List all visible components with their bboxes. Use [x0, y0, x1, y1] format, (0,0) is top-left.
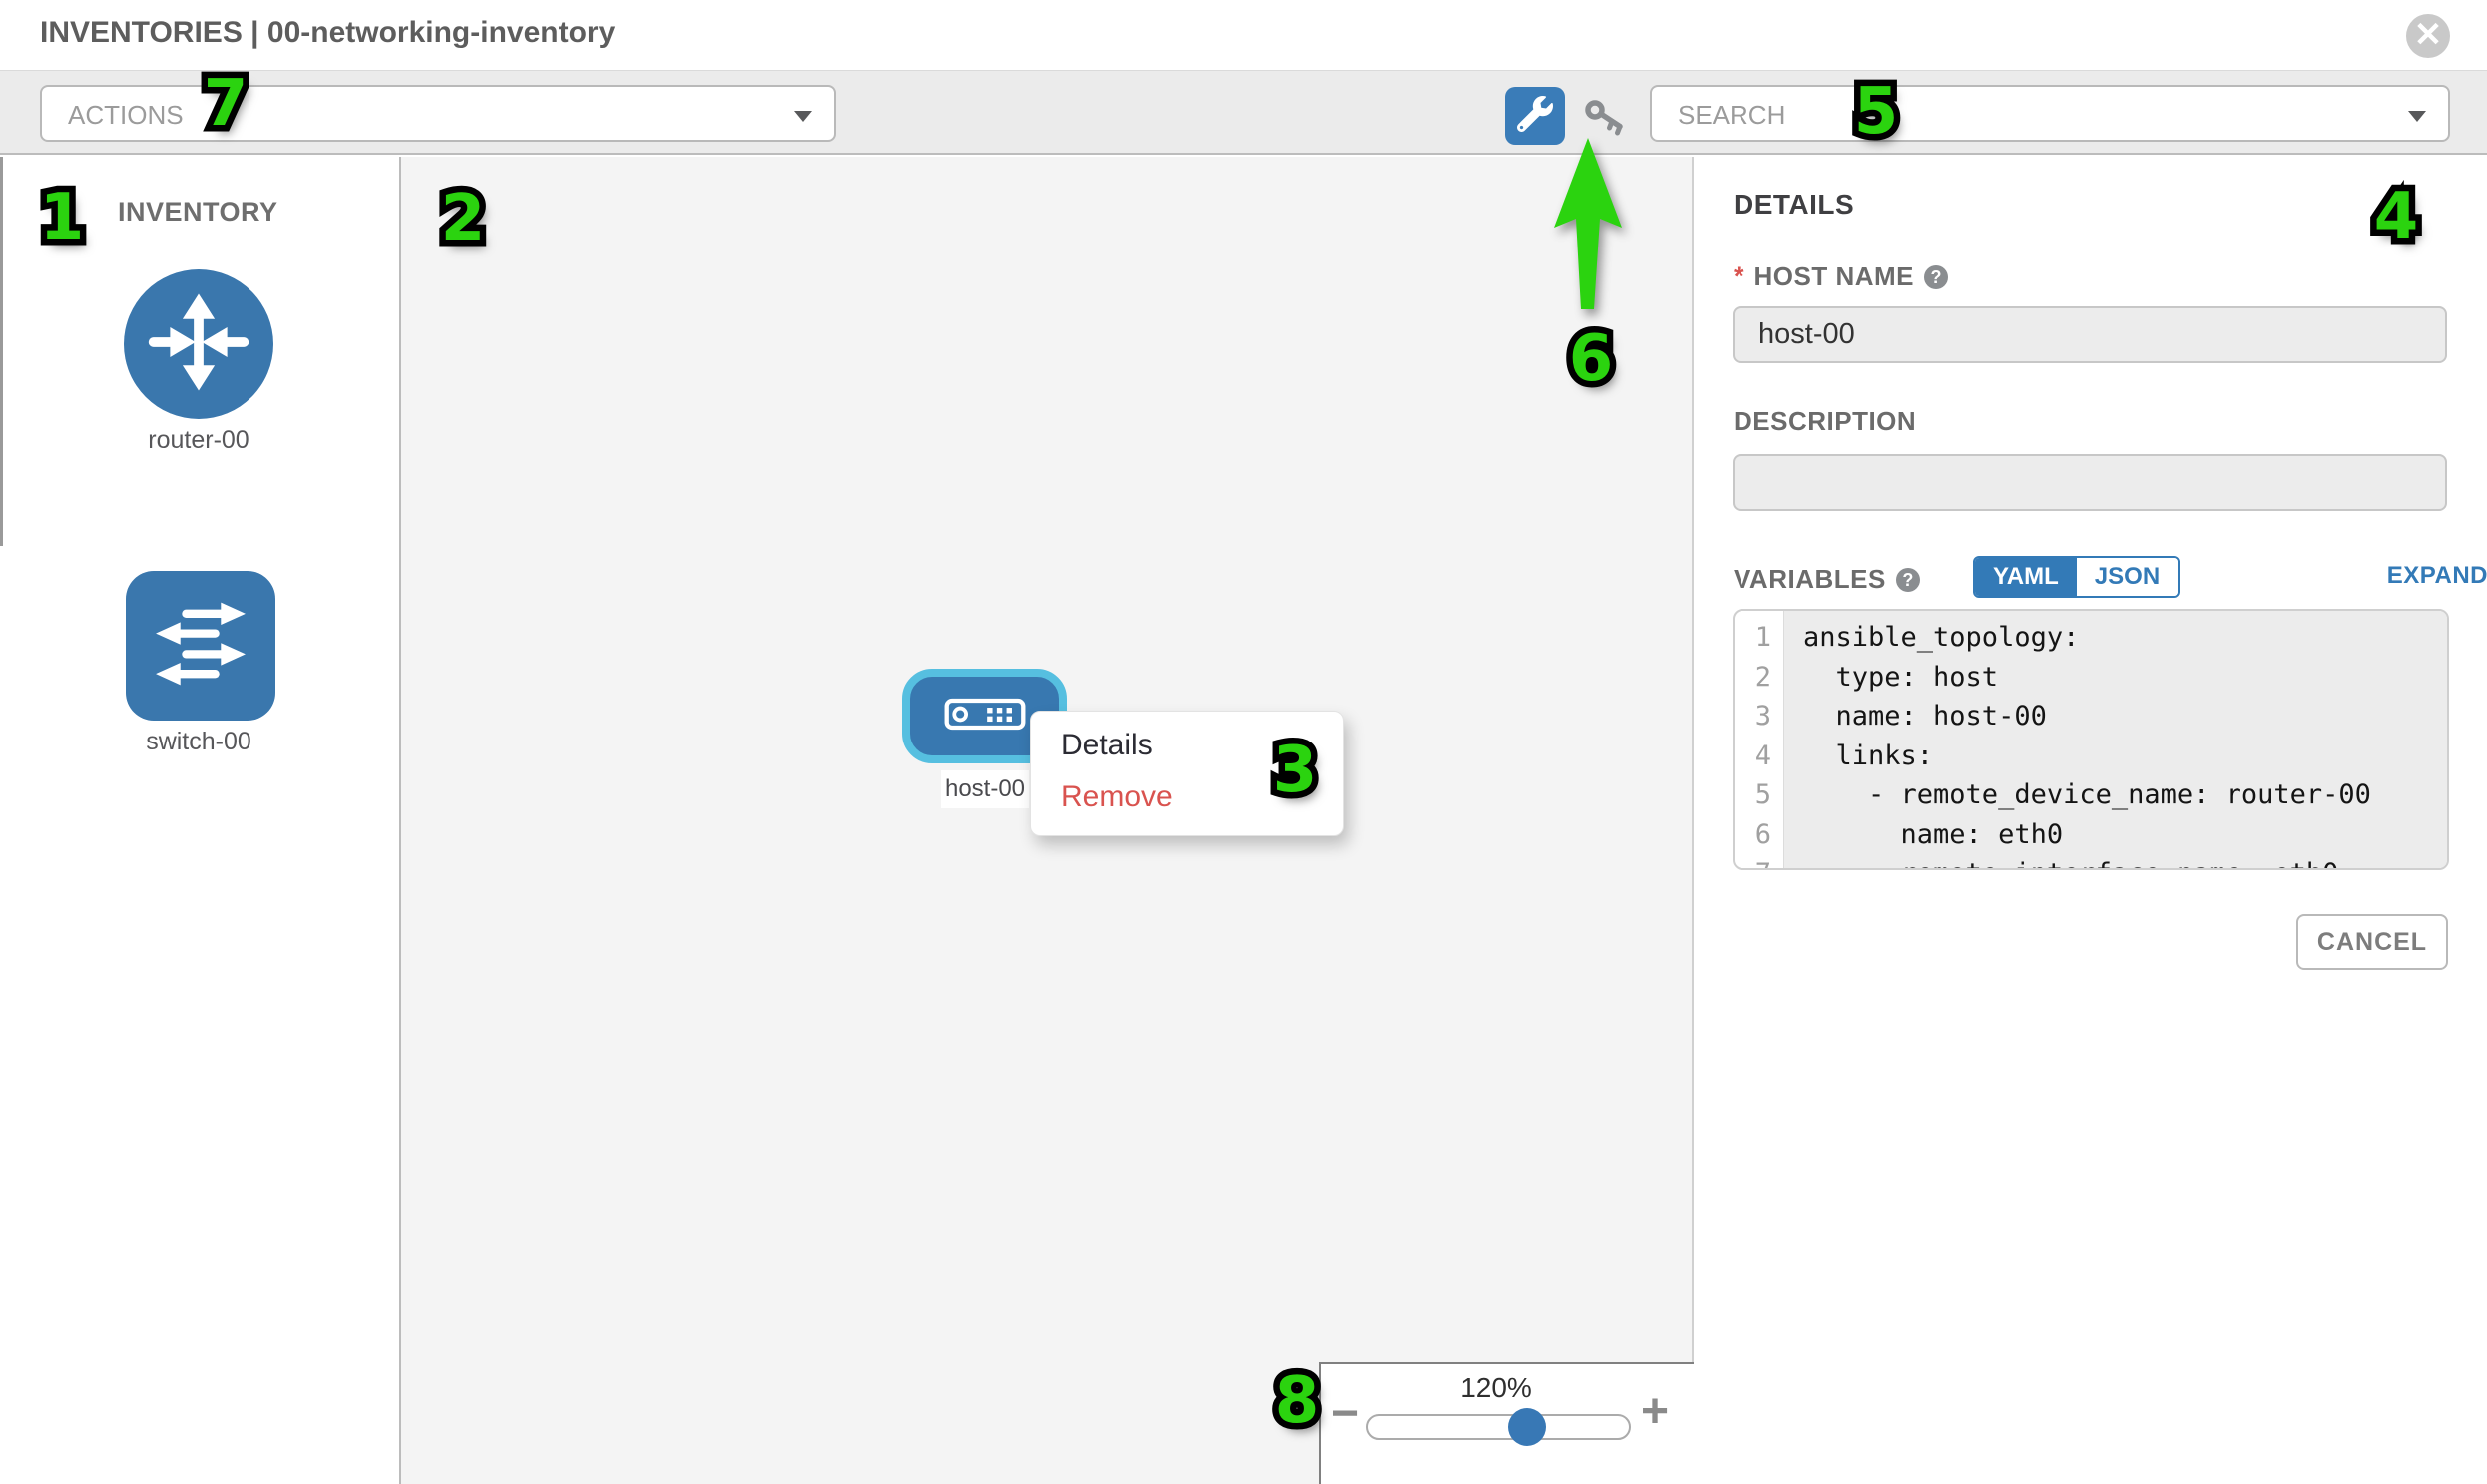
annotation-number-7: 7: [197, 66, 253, 143]
device-label-router: router-00: [148, 426, 249, 454]
details-panel: DETAILS * HOST NAME ? DESCRIPTION VARIAB…: [1692, 157, 2487, 1484]
annotation-number-1: 1: [33, 180, 90, 256]
switch-icon: [149, 592, 252, 701]
zoom-slider[interactable]: [1366, 1408, 1631, 1446]
description-input[interactable]: [1733, 454, 2447, 511]
host-name-label-row: * HOST NAME ?: [1734, 261, 1949, 292]
device-router-00[interactable]: [124, 269, 273, 419]
annotation-number-5: 5: [1847, 74, 1904, 151]
router-icon: [145, 288, 252, 401]
close-icon[interactable]: ✕: [2406, 14, 2450, 58]
device-label-switch: switch-00: [146, 728, 251, 755]
zoom-level-value: 120%: [1460, 1372, 1532, 1403]
zoom-in-button[interactable]: +: [1641, 1385, 1670, 1438]
annotation-number-4: 4: [2367, 179, 2424, 255]
chevron-down-icon: [794, 111, 812, 122]
code-line: 7 remote_interface_name: eth0: [1735, 854, 2447, 868]
topology-canvas[interactable]: host-00 Details Remove 120% − +: [399, 157, 1694, 1484]
host-name-label: HOST NAME: [1753, 261, 1915, 291]
sidebar-scrollbar[interactable]: [0, 157, 3, 546]
code-line: 6 name: eth0: [1754, 818, 2064, 850]
editor-code-background: [1783, 611, 2447, 868]
help-icon[interactable]: ?: [1924, 264, 1949, 289]
actions-dropdown[interactable]: ACTIONS: [40, 85, 836, 142]
sidebar-title: INVENTORY: [118, 197, 278, 227]
annotation-number-2: 2: [434, 181, 491, 257]
zoom-out-button[interactable]: −: [1331, 1387, 1360, 1440]
annotation-arrow: [1554, 138, 1622, 309]
tab-yaml[interactable]: YAML: [1975, 558, 2077, 596]
page-title: INVENTORIES | 00-networking-inventory: [40, 16, 616, 49]
actions-dropdown-label: ACTIONS: [68, 100, 184, 130]
help-icon[interactable]: ?: [1895, 567, 1920, 592]
code-line: 2 type: host: [1754, 661, 1999, 693]
code-line: 1 ansible_topology:: [1754, 622, 2080, 654]
search-dropdown-label: SEARCH: [1678, 100, 1786, 130]
key-icon[interactable]: [1583, 98, 1627, 138]
description-label-row: DESCRIPTION: [1734, 406, 1916, 437]
host-icon: [944, 698, 1026, 736]
context-menu-item-remove[interactable]: Remove: [1061, 780, 1173, 813]
required-marker: *: [1734, 261, 1744, 291]
details-panel-title: DETAILS: [1734, 189, 1855, 220]
zoom-slider-thumb[interactable]: [1508, 1408, 1546, 1446]
chevron-down-icon: [2408, 111, 2426, 122]
variables-label: VARIABLES: [1734, 564, 1886, 594]
description-label: DESCRIPTION: [1734, 406, 1917, 436]
context-menu-item-details[interactable]: Details: [1061, 729, 1153, 761]
code-line: 3 name: host-00: [1754, 701, 2047, 733]
expand-link[interactable]: EXPAND: [2386, 562, 2487, 589]
code-line: 4 links:: [1754, 740, 1934, 771]
toolbar: ACTIONS SEARCH: [0, 70, 2487, 155]
toolbox-button[interactable]: [1505, 87, 1565, 145]
zoom-control-panel: 120% − +: [1319, 1362, 1694, 1484]
canvas-node-label: host-00: [941, 770, 1029, 808]
header: INVENTORIES | 00-networking-inventory ✕: [0, 0, 2487, 70]
variables-format-toggle: YAML JSON: [1973, 556, 2181, 598]
variables-row: VARIABLES ? YAML JSON EXPAND: [1734, 556, 2487, 598]
device-switch-00[interactable]: [126, 571, 275, 721]
host-name-input[interactable]: [1733, 306, 2447, 363]
code-line: 5 - remote_device_name: router-00: [1754, 779, 2371, 811]
annotation-number-3: 3: [1266, 733, 1323, 809]
variables-code-editor[interactable]: 1 ansible_topology: 2 type: host 3 name: …: [1733, 609, 2449, 870]
tab-json[interactable]: JSON: [2076, 558, 2179, 596]
annotation-number-6: 6: [1562, 321, 1619, 398]
cancel-button[interactable]: CANCEL: [2296, 914, 2448, 970]
search-dropdown[interactable]: SEARCH: [1650, 85, 2450, 142]
annotation-number-8: 8: [1268, 1363, 1325, 1440]
inventory-sidebar: INVENTORY router-00: [0, 157, 399, 1484]
wrench-icon: [1516, 95, 1553, 137]
